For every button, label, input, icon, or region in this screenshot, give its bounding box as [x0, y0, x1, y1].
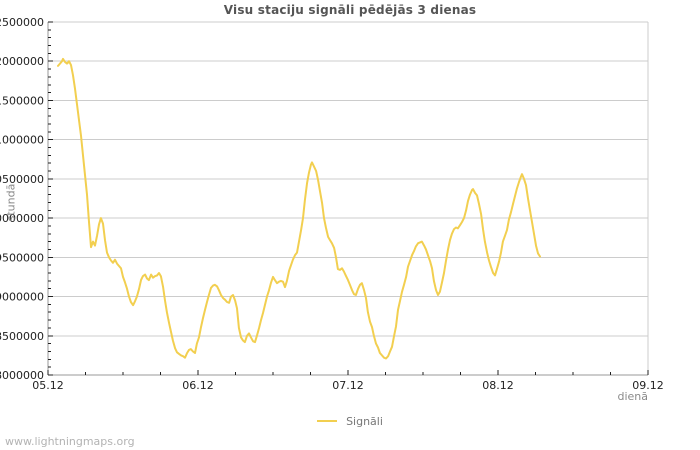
y-axis-unit-label: stundā: [4, 183, 18, 222]
y-tick-label: 8000000: [0, 369, 44, 382]
y-tick-label: 8500000: [0, 330, 44, 343]
watermark-text: www.lightningmaps.org: [5, 435, 135, 448]
series-line-signali: [57, 57, 541, 360]
legend-line-swatch: [317, 420, 338, 422]
x-tick-label: 09.12: [632, 379, 664, 392]
legend: Signāli: [0, 413, 700, 429]
y-tick-label: 12500000: [0, 16, 44, 29]
y-tick-label: 9000000: [0, 291, 44, 304]
y-tick-label: 9500000: [0, 251, 44, 264]
y-tick-label: 10000000: [0, 212, 44, 225]
y-tick-label: 11500000: [0, 94, 44, 107]
x-tick-label: 08.12: [482, 379, 514, 392]
y-tick-label: 10500000: [0, 173, 44, 186]
y-tick-label: 12000000: [0, 55, 44, 68]
chart-title: Visu staciju signāli pēdējās 3 dienas: [223, 3, 477, 17]
y-tick-label: 11000000: [0, 134, 44, 147]
x-tick-label: 07.12: [332, 379, 364, 392]
x-tick-label: 06.12: [182, 379, 214, 392]
x-axis-unit-label: dienā: [617, 390, 648, 403]
x-tick-label: 05.12: [32, 379, 64, 392]
legend-series-label: Signāli: [346, 414, 383, 428]
